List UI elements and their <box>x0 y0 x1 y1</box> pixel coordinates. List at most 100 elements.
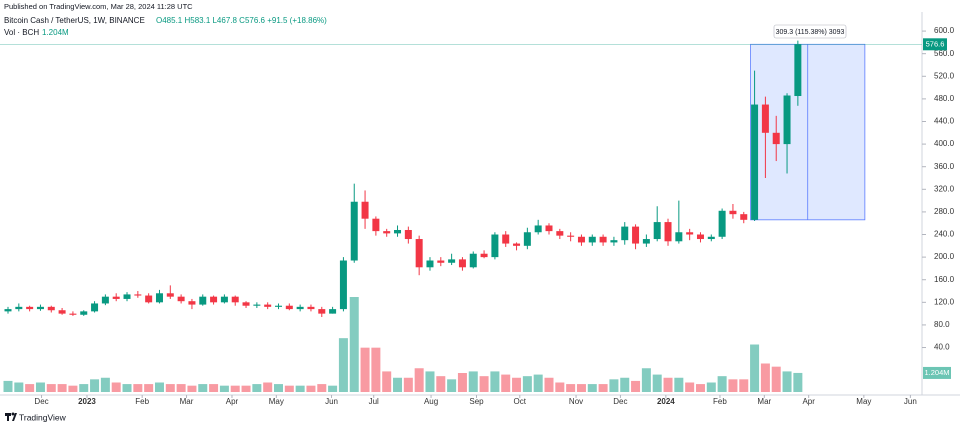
candle-body <box>285 305 293 310</box>
candle-body <box>534 225 542 233</box>
y-tick-label: 600.0 <box>934 26 955 35</box>
volume-bar <box>165 384 175 392</box>
candle-body <box>664 222 672 242</box>
volume-bar <box>144 384 154 392</box>
candle-body <box>729 210 737 215</box>
candle-body <box>134 294 142 296</box>
axis: 40.0 80.0 120.0 160.0 200.0 240.0 280.0 320.0 36… <box>34 26 954 406</box>
candle-body <box>220 296 228 303</box>
volume-bar <box>230 385 240 392</box>
y-tick-label: 400.0 <box>934 139 955 148</box>
volume-bar <box>598 384 608 392</box>
volume-bar <box>566 384 576 392</box>
x-tick-label: Apr <box>226 397 239 406</box>
candle-body <box>458 259 466 268</box>
volume-bar <box>501 374 511 392</box>
candle-body <box>339 260 347 310</box>
candle-body <box>26 306 34 310</box>
x-tick-label: Aug <box>424 397 438 406</box>
volume-bar <box>187 385 197 392</box>
y-tick-label: 80.0 <box>934 320 950 329</box>
volume-bar <box>674 377 684 392</box>
volume-bar <box>133 384 143 392</box>
candle-body <box>69 313 77 315</box>
volume-bar <box>3 380 13 392</box>
candle-body <box>621 226 629 241</box>
candle-body <box>307 306 315 310</box>
vol-value: 1.204M <box>42 28 69 37</box>
y-tick-label: 200.0 <box>934 252 955 261</box>
volume-bar <box>414 368 424 392</box>
candle-body <box>112 296 120 299</box>
volume-bar <box>652 374 662 392</box>
volume-bar <box>241 385 251 392</box>
published: Published on TradingView.com, Mar 28, 20… <box>4 2 193 11</box>
measure-label: 309.3 (115.38%) 3093 <box>776 29 845 36</box>
volume-bar <box>771 366 781 392</box>
volume-bar <box>620 377 630 392</box>
volume-bar <box>479 376 489 392</box>
x-tick-label: Jul <box>369 397 379 406</box>
y-tick-label: 320.0 <box>934 184 955 193</box>
volume-bar <box>760 363 770 392</box>
candle-body <box>567 235 575 237</box>
candle-body <box>794 44 802 97</box>
candle-body <box>545 225 553 232</box>
candle-body <box>437 260 445 263</box>
volume-bar <box>154 382 164 392</box>
volume-bar <box>79 384 89 392</box>
volume-bar <box>447 379 457 392</box>
volume-bar <box>782 371 792 392</box>
candle-body <box>523 232 531 246</box>
candle-body <box>740 214 748 220</box>
x-tick-label: Jun <box>325 397 338 406</box>
volume-bar <box>274 384 283 392</box>
volume-bar <box>263 382 273 392</box>
volume-bar <box>685 382 695 392</box>
logo <box>5 412 17 421</box>
candle-body <box>513 243 521 246</box>
volume-bar <box>695 384 705 392</box>
candle-body <box>772 132 780 145</box>
candle-body <box>480 253 488 258</box>
candle-body <box>610 240 618 243</box>
candle-body <box>577 236 585 243</box>
candle-body <box>361 201 369 219</box>
volume-bar <box>490 371 500 392</box>
x-tick-label: Oct <box>514 397 527 406</box>
candle-body <box>642 239 650 244</box>
candle-body <box>36 306 44 310</box>
volume-bar <box>35 382 45 392</box>
price-tag-label: 576.6 <box>926 39 945 48</box>
candle-body <box>15 306 23 310</box>
candle-body <box>91 303 99 312</box>
volume-bar <box>219 385 229 392</box>
volume-bar <box>631 380 641 392</box>
volume-bar <box>728 379 738 392</box>
candle-body <box>491 234 499 258</box>
candle-body <box>415 239 423 268</box>
measure-label-box <box>773 24 847 39</box>
candle-body <box>675 232 683 242</box>
ohlc: O485.1 H583.1 L467.8 C576.6 +91.5 (+18.8… <box>156 16 327 25</box>
volume-bar <box>306 385 316 392</box>
volume-bar <box>393 377 403 392</box>
y-tick-label: 480.0 <box>934 94 955 103</box>
y-tick-label: 120.0 <box>934 297 955 306</box>
candle-body <box>296 306 304 310</box>
candle-body <box>556 231 564 236</box>
candle-body <box>58 310 66 314</box>
volume-bar <box>100 377 110 392</box>
candle-body <box>318 309 326 314</box>
candle-body <box>155 293 163 303</box>
x-tick-label: 2023 <box>78 397 96 406</box>
volume-bar <box>111 382 121 392</box>
volume-bar <box>468 371 478 392</box>
symbol: Bitcoin Cash / TetherUS, 1W, BINANCE <box>4 16 145 25</box>
volume-bar <box>555 382 565 392</box>
x-tick-label: Apr <box>802 397 815 406</box>
candle-body <box>145 295 153 303</box>
candle-body <box>751 104 759 220</box>
candle-body <box>761 104 769 133</box>
y-tick-label: 160.0 <box>934 275 955 284</box>
